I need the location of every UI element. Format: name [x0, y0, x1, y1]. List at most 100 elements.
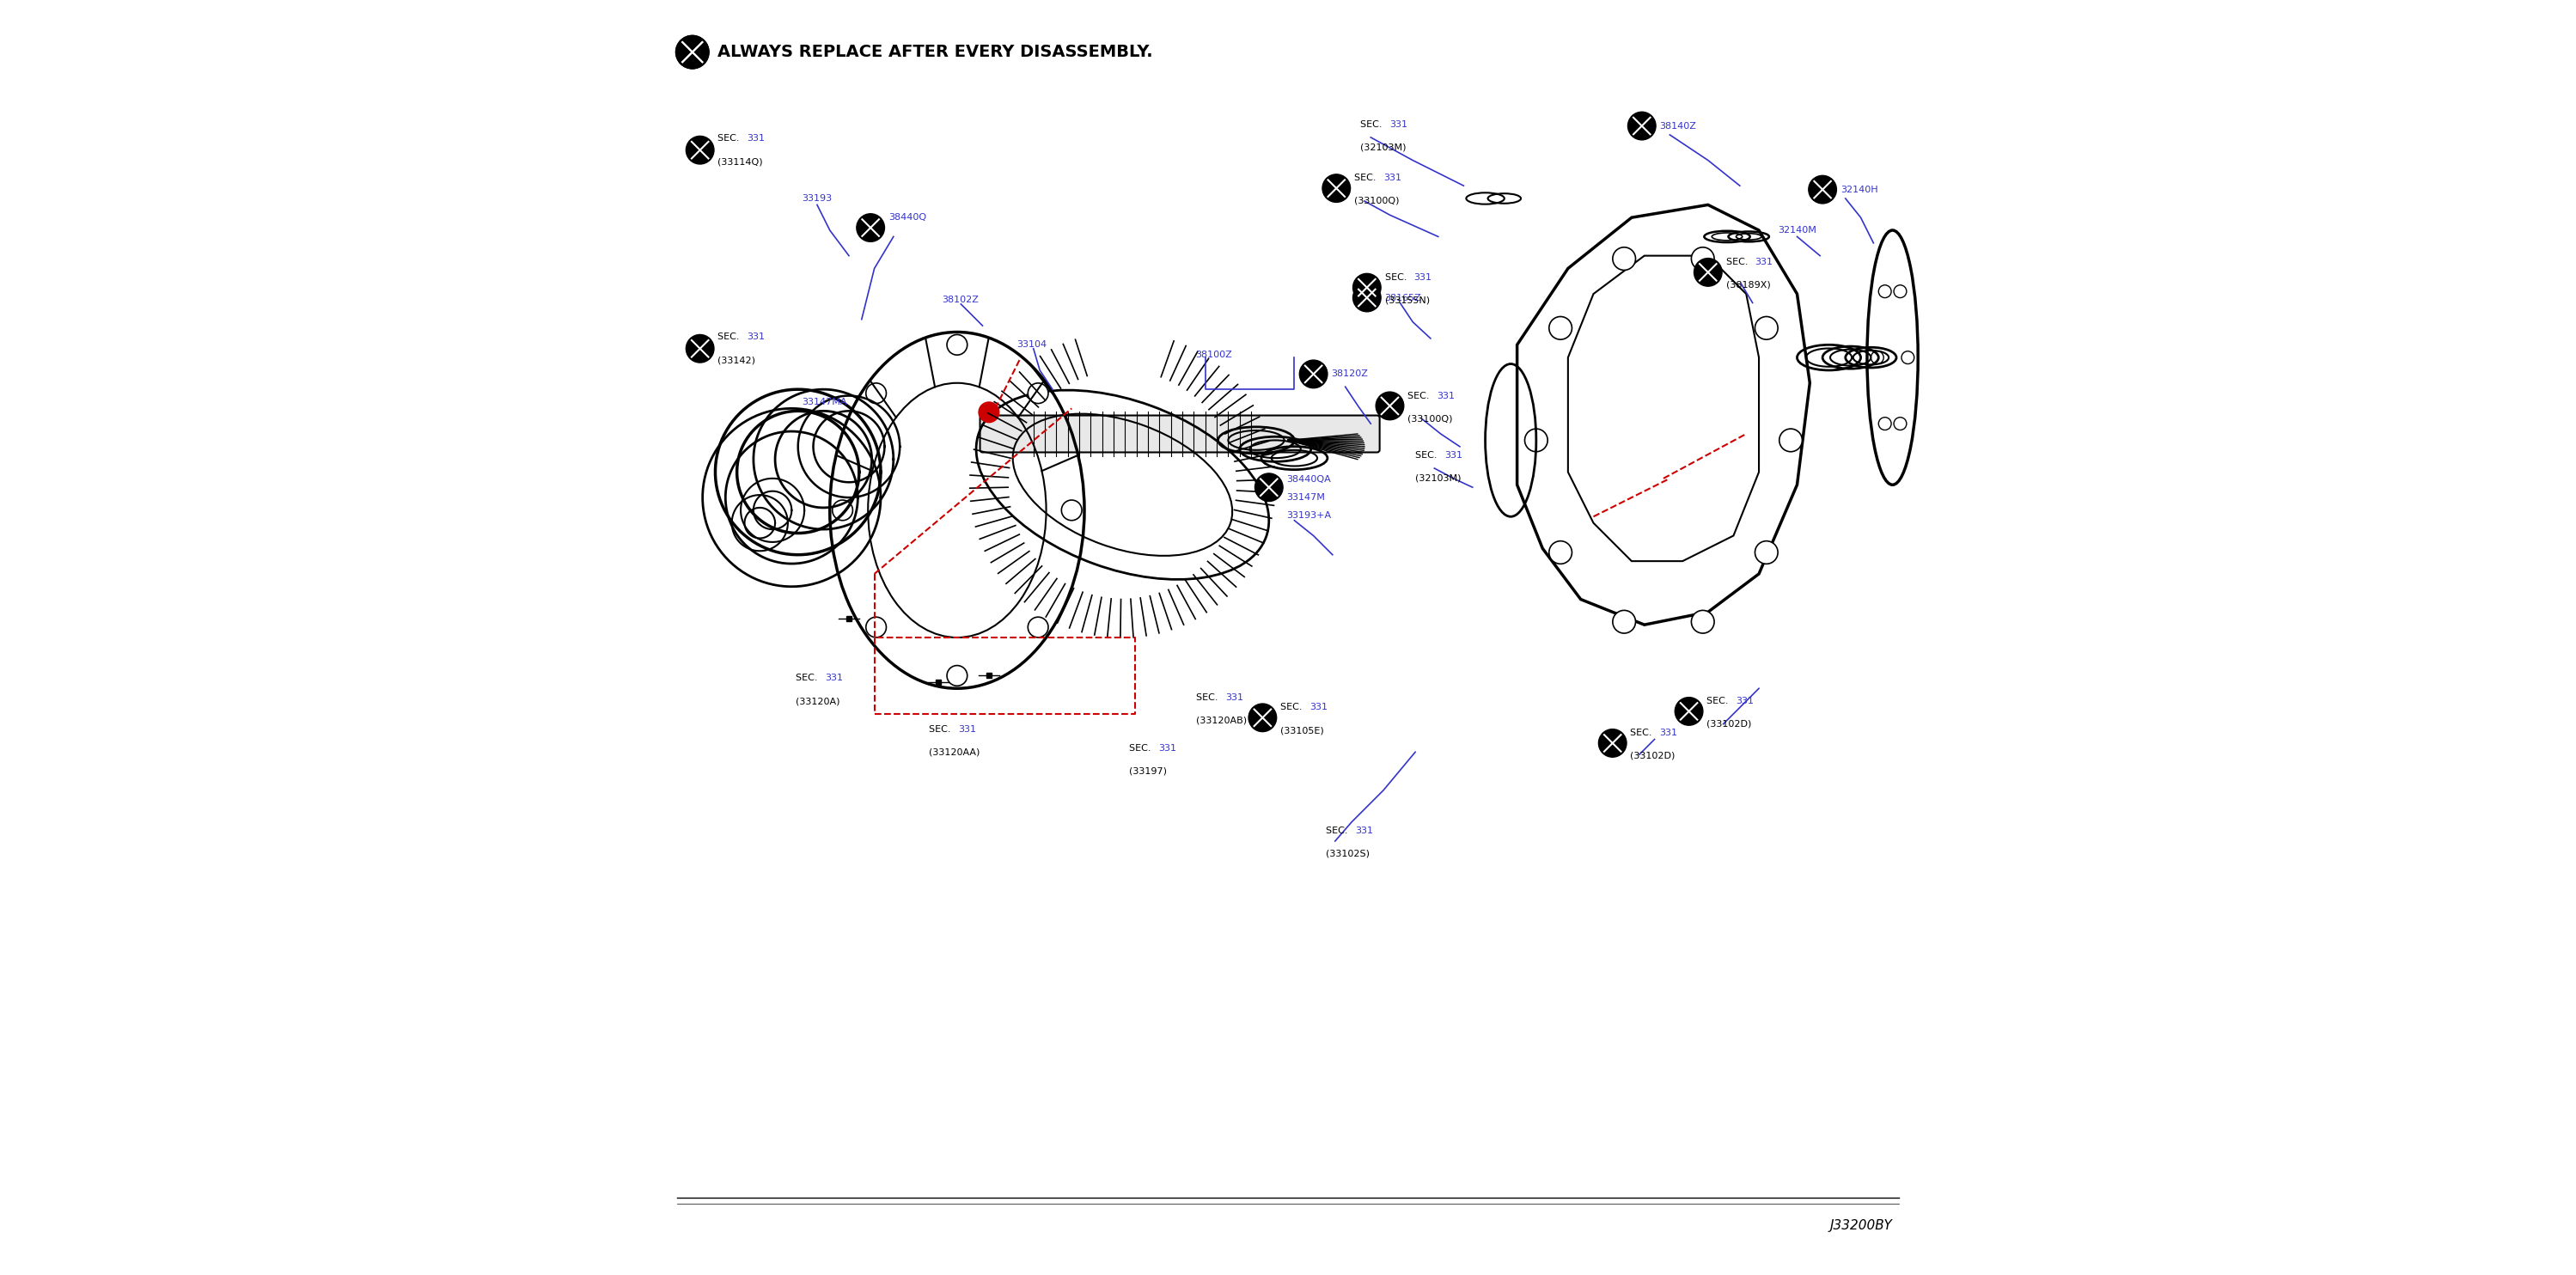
Text: 331: 331 [1355, 826, 1373, 835]
Text: (33102D): (33102D) [1631, 751, 1674, 760]
Text: 32140H: 32140H [1839, 185, 1878, 194]
Circle shape [1893, 417, 1906, 430]
Circle shape [1352, 274, 1381, 301]
Text: SEC.: SEC. [719, 134, 742, 143]
Circle shape [1754, 541, 1777, 564]
Circle shape [948, 334, 966, 354]
Text: (33102S): (33102S) [1327, 849, 1370, 858]
Circle shape [832, 500, 853, 520]
Circle shape [1600, 729, 1625, 757]
Text: (32103M): (32103M) [1414, 474, 1461, 483]
Circle shape [685, 334, 714, 362]
Circle shape [1061, 500, 1082, 520]
Circle shape [1878, 417, 1891, 430]
Circle shape [866, 382, 886, 403]
Text: (32103M): (32103M) [1360, 143, 1406, 152]
Circle shape [1525, 428, 1548, 451]
Text: SEC.: SEC. [1414, 451, 1440, 460]
Text: 331: 331 [1309, 704, 1327, 711]
Text: (33100Q): (33100Q) [1355, 196, 1399, 205]
Text: 331: 331 [1226, 694, 1244, 701]
Circle shape [1692, 611, 1713, 634]
Circle shape [1548, 541, 1571, 564]
Circle shape [1255, 473, 1283, 501]
Circle shape [1870, 351, 1883, 363]
Text: SEC.: SEC. [1726, 258, 1752, 266]
Text: 38120Z: 38120Z [1332, 370, 1368, 379]
Text: J33200BY: J33200BY [1829, 1219, 1893, 1232]
Circle shape [1376, 391, 1404, 419]
Text: 38100Z: 38100Z [1195, 351, 1231, 360]
Circle shape [1878, 286, 1891, 298]
Circle shape [675, 36, 708, 69]
Text: SEC.: SEC. [1386, 273, 1409, 282]
Text: 331: 331 [1437, 391, 1455, 400]
Text: 331: 331 [1659, 728, 1677, 737]
Text: (33120A): (33120A) [796, 697, 840, 705]
Text: SEC.: SEC. [1631, 728, 1656, 737]
Text: (33120AB): (33120AB) [1195, 717, 1247, 724]
Text: 331: 331 [747, 333, 765, 342]
Text: 331: 331 [1414, 273, 1432, 282]
Circle shape [1628, 112, 1656, 140]
Circle shape [1780, 428, 1803, 451]
Text: (33197): (33197) [1128, 766, 1167, 775]
Circle shape [948, 666, 966, 686]
Text: (33142): (33142) [719, 356, 755, 365]
Text: SEC.: SEC. [1406, 391, 1432, 400]
Text: SEC.: SEC. [930, 724, 953, 733]
Text: (33155N): (33155N) [1386, 296, 1430, 305]
Text: 38140Z: 38140Z [1659, 121, 1698, 130]
Text: 331: 331 [1445, 451, 1463, 460]
Text: SEC.: SEC. [1708, 697, 1731, 705]
Text: 331: 331 [958, 724, 976, 733]
Text: 331: 331 [1754, 258, 1772, 266]
Circle shape [685, 136, 714, 164]
Text: 331: 331 [1391, 120, 1409, 129]
Text: 33147M: 33147M [1288, 493, 1324, 502]
Circle shape [1754, 316, 1777, 339]
Circle shape [1298, 360, 1327, 388]
Circle shape [1808, 176, 1837, 204]
Text: SEC.: SEC. [1195, 694, 1221, 701]
Circle shape [1901, 351, 1914, 363]
Circle shape [1321, 175, 1350, 203]
Circle shape [979, 402, 999, 422]
Text: 38440QA: 38440QA [1288, 476, 1332, 485]
Text: 32140M: 32140M [1777, 226, 1816, 235]
Circle shape [675, 36, 708, 69]
Text: SEC.: SEC. [719, 333, 742, 342]
Text: SEC.: SEC. [1327, 826, 1350, 835]
Text: SEC.: SEC. [1360, 120, 1386, 129]
Text: 331: 331 [747, 134, 765, 143]
Text: 38102Z: 38102Z [943, 296, 979, 305]
Text: (33120AA): (33120AA) [930, 747, 979, 756]
Circle shape [1893, 286, 1906, 298]
Text: (33114Q): (33114Q) [719, 157, 762, 166]
Circle shape [1249, 704, 1278, 732]
Text: 33104: 33104 [1018, 340, 1046, 349]
Text: (38189X): (38189X) [1726, 280, 1770, 289]
Text: 331: 331 [1736, 697, 1754, 705]
Text: (33105E): (33105E) [1280, 725, 1324, 734]
Text: 33193: 33193 [801, 194, 832, 203]
Circle shape [1028, 382, 1048, 403]
Text: 38165Z: 38165Z [1386, 293, 1422, 302]
Text: 33193+A: 33193+A [1288, 511, 1332, 520]
Circle shape [1692, 247, 1713, 270]
Text: SEC.: SEC. [796, 674, 819, 682]
Text: 33147MA: 33147MA [801, 398, 848, 407]
FancyBboxPatch shape [979, 416, 1381, 453]
Text: (33100Q): (33100Q) [1406, 414, 1453, 423]
Text: 38440Q: 38440Q [889, 213, 927, 222]
Circle shape [1613, 247, 1636, 270]
Text: 331: 331 [1383, 173, 1401, 182]
Text: ALWAYS REPLACE AFTER EVERY DISASSEMBLY.: ALWAYS REPLACE AFTER EVERY DISASSEMBLY. [719, 43, 1154, 60]
Circle shape [1695, 259, 1721, 287]
Circle shape [1674, 697, 1703, 725]
Text: 331: 331 [1159, 743, 1177, 752]
Text: (33102D): (33102D) [1708, 720, 1752, 728]
Circle shape [1352, 284, 1381, 311]
Text: SEC.: SEC. [1280, 704, 1306, 711]
Circle shape [1613, 611, 1636, 634]
